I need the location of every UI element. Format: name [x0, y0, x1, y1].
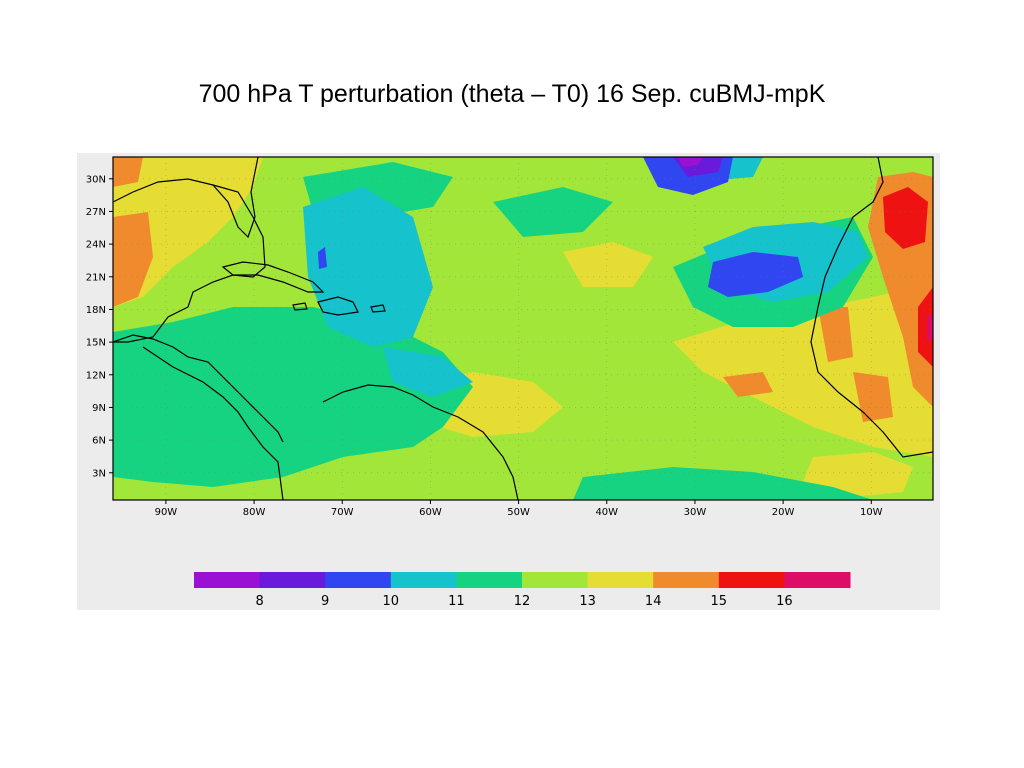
coastline-africa	[810, 157, 933, 458]
colorbar-swatch	[587, 572, 654, 588]
latitude-axis: 30N 27N 24N 21N 18N 15N 12N 9N 6N 3N	[86, 174, 113, 479]
temperature-map: 90W 80W 70W 60W 50W 40W 30W 20W 10W 30N 27N 24N 21N…	[86, 156, 934, 518]
field-level-16	[883, 187, 933, 367]
coastline-hispaniola	[317, 296, 359, 316]
coastline-central-america-pacific	[142, 346, 284, 500]
colorbar-swatch	[718, 572, 785, 588]
lon-tick-label: 20W	[772, 507, 795, 518]
colorbar-label: 15	[711, 594, 728, 609]
lat-tick-label: 3N	[92, 468, 106, 479]
colorbar-label: 14	[645, 594, 662, 609]
coastline-florida	[212, 157, 259, 239]
coastline-south-america	[322, 384, 519, 500]
colorbar-label: 12	[514, 594, 531, 609]
colorbar-label: 9	[321, 594, 329, 609]
field-level-below-9	[678, 157, 703, 167]
lat-tick-label: 21N	[86, 272, 106, 283]
colorbar-swatch	[456, 572, 523, 588]
colorbar-label: 11	[448, 594, 465, 609]
lat-tick-label: 12N	[86, 370, 106, 381]
coastlines	[113, 157, 933, 500]
colorbar-label: 13	[579, 594, 596, 609]
lon-tick-label: 30W	[684, 507, 707, 518]
colorbar-swatch	[784, 572, 851, 588]
coastline-puerto-rico	[370, 304, 386, 313]
lon-tick-label: 10W	[860, 507, 883, 518]
lon-tick-label: 40W	[595, 507, 618, 518]
lon-tick-label: 90W	[155, 507, 178, 518]
lon-tick-label: 50W	[507, 507, 530, 518]
coastline-north-america	[113, 178, 266, 343]
coastline-jamaica	[292, 302, 308, 311]
map-title: 700 hPa T perturbation (theta – T0) 16 S…	[198, 80, 826, 108]
map-frame	[112, 156, 934, 501]
colorbar-label: 16	[776, 594, 793, 609]
lon-tick-label: 70W	[331, 507, 354, 518]
colorbar-swatch	[194, 572, 261, 588]
colorbar: 8 9 10 11 12 13 14 15 16	[194, 572, 851, 609]
lat-tick-label: 9N	[92, 403, 106, 414]
field-level-above-16	[927, 315, 933, 340]
colorbar-swatch	[259, 572, 326, 588]
colorbar-label: 10	[383, 594, 400, 609]
lat-tick-label: 6N	[92, 436, 106, 447]
lat-tick-label: 18N	[86, 305, 106, 316]
lat-tick-label: 24N	[86, 240, 106, 251]
lat-tick-label: 30N	[86, 174, 106, 185]
longitude-axis: 90W 80W 70W 60W 50W 40W 30W 20W 10W	[155, 500, 883, 518]
colorbar-swatch	[390, 572, 457, 588]
colorbar-swatch	[325, 572, 392, 588]
lat-tick-label: 15N	[86, 338, 106, 349]
lon-tick-label: 80W	[243, 507, 266, 518]
lat-tick-label: 27N	[86, 207, 106, 218]
coastline-cuba	[221, 261, 325, 293]
colorbar-swatch	[653, 572, 720, 588]
colorbar-swatch	[522, 572, 589, 588]
colorbar-label: 8	[255, 594, 263, 609]
lon-tick-label: 60W	[419, 507, 442, 518]
coastline-central-america	[113, 334, 284, 443]
